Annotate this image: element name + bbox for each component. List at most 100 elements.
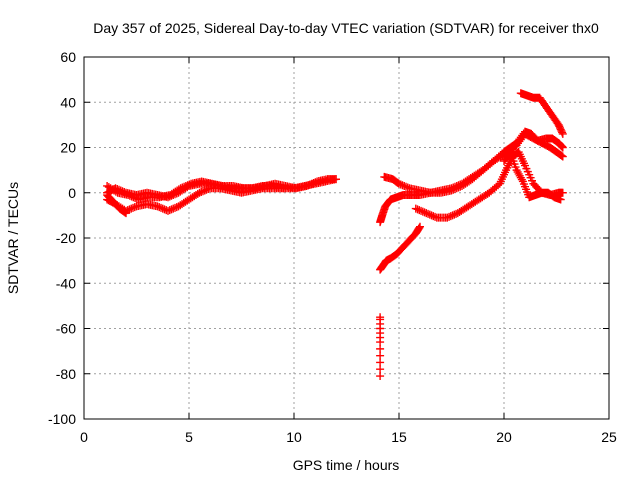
- y-tick-label: -40: [56, 275, 76, 291]
- data-point: [127, 204, 136, 213]
- data-point: [415, 206, 424, 215]
- data-point: [171, 190, 179, 199]
- x-tick-label: 15: [391, 429, 407, 445]
- data-point: [120, 187, 129, 196]
- series-track-i: [500, 148, 565, 204]
- y-tick-label: -20: [56, 230, 76, 246]
- data-point: [172, 189, 181, 198]
- data-point: [452, 209, 461, 218]
- data-point: [200, 186, 209, 195]
- data-point: [111, 184, 120, 193]
- y-tick-label: -80: [56, 366, 76, 382]
- data-point: [413, 205, 422, 214]
- series-track-d: [103, 191, 130, 218]
- data-point: [153, 202, 162, 211]
- data-point: [376, 313, 385, 322]
- data-point: [558, 129, 567, 138]
- data-point: [129, 203, 137, 212]
- data-point: [164, 206, 172, 215]
- data-point: [400, 181, 409, 190]
- data-point: [169, 191, 178, 200]
- x-tick-label: 0: [80, 429, 88, 445]
- data-point: [443, 213, 452, 222]
- data-point: [452, 181, 461, 190]
- data-point: [115, 185, 123, 194]
- data-point: [402, 182, 410, 191]
- axis-ticks: 0 5 10 15 20 25 -100 -80 -60 -40 -20 0 20 40 60: [48, 49, 617, 445]
- data-point: [120, 208, 129, 217]
- data-point: [113, 184, 122, 193]
- y-tick-label: 20: [60, 140, 76, 156]
- series-track-k: [376, 313, 385, 381]
- data-point: [427, 211, 436, 220]
- chart-title: Day 357 of 2025, Sidereal Day-to-day VTE…: [93, 20, 599, 36]
- data-point: [447, 184, 456, 193]
- data-point: [376, 372, 385, 381]
- data-point: [165, 192, 174, 201]
- data-point: [416, 222, 424, 231]
- y-axis-label: SDTVAR / TECUs: [5, 182, 21, 294]
- series-track-h: [411, 148, 567, 222]
- data-point: [376, 351, 385, 360]
- data-point: [417, 206, 426, 215]
- data-point: [398, 181, 407, 190]
- data-point: [418, 207, 427, 216]
- data-point: [451, 182, 459, 191]
- data-point: [376, 344, 385, 353]
- data-point: [448, 211, 457, 220]
- data-point: [167, 191, 176, 200]
- y-tick-label: -100: [48, 411, 76, 427]
- data-point: [193, 189, 202, 198]
- y-tick-label: 60: [60, 49, 76, 65]
- y-tick-label: 40: [60, 94, 76, 110]
- data-point: [172, 203, 181, 212]
- data-point: [431, 212, 440, 221]
- data-point: [425, 210, 434, 219]
- data-point: [558, 152, 567, 161]
- data-point: [420, 208, 429, 217]
- data-point: [157, 203, 165, 212]
- data-point: [125, 205, 134, 214]
- data-point: [424, 209, 433, 218]
- data-point: [183, 183, 192, 192]
- y-tick-label: 0: [68, 185, 76, 201]
- y-tick-label: -60: [56, 321, 76, 337]
- data-point: [171, 203, 179, 212]
- series-track-e: [376, 222, 424, 274]
- data-point: [199, 187, 207, 196]
- data-point: [202, 185, 211, 194]
- data-point: [376, 358, 385, 367]
- series-track-c: [103, 184, 288, 215]
- data-point: [164, 193, 172, 202]
- series-track-j: [516, 89, 567, 138]
- data-point: [116, 186, 125, 195]
- data-point: [155, 203, 164, 212]
- data-point: [332, 175, 340, 184]
- data-point: [122, 209, 130, 218]
- data-point: [204, 184, 213, 193]
- x-tick-label: 5: [185, 429, 193, 445]
- data-point: [429, 212, 438, 221]
- data-point: [558, 143, 567, 152]
- data-point: [556, 195, 565, 204]
- data-point: [158, 204, 167, 213]
- data-point: [376, 365, 385, 374]
- data-point: [195, 188, 204, 197]
- data-point: [118, 187, 127, 196]
- x-axis-label: GPS time / hours: [293, 457, 400, 473]
- data-point: [450, 210, 459, 219]
- data-point: [445, 212, 454, 221]
- grid-lines: [84, 57, 609, 419]
- data-point: [558, 188, 567, 197]
- data-point: [422, 209, 431, 218]
- data-point: [167, 205, 176, 214]
- data-point: [446, 212, 455, 221]
- x-tick-label: 20: [496, 429, 512, 445]
- data-point: [197, 187, 206, 196]
- data-point: [160, 205, 169, 214]
- data-point: [169, 204, 178, 213]
- data-point: [454, 181, 463, 190]
- x-tick-label: 25: [601, 429, 617, 445]
- data-point: [456, 180, 465, 189]
